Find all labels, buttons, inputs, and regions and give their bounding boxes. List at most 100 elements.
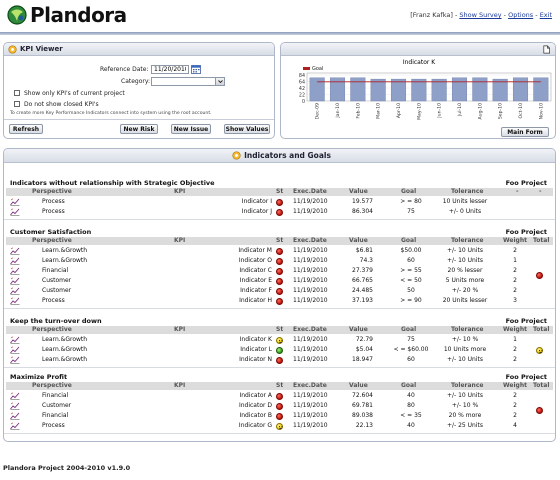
exit-link[interactable]: Exit	[539, 11, 552, 19]
row-value: 72.79	[355, 336, 373, 343]
category-select[interactable]	[151, 77, 225, 86]
trend-chart-icon[interactable]	[10, 297, 20, 305]
divider	[4, 119, 274, 120]
column-value: Value	[349, 382, 368, 389]
column-goal: Goal	[401, 188, 417, 195]
plandora-logo-icon	[7, 5, 27, 25]
row-value: 72.604	[352, 392, 373, 399]
trend-chart-icon[interactable]	[10, 392, 20, 400]
x-tick-label: Jan-10	[335, 103, 341, 119]
refresh-button[interactable]: Refresh	[9, 124, 43, 134]
show-values-button[interactable]: Show Values	[224, 124, 270, 134]
goals-header: Indicators and Goals	[4, 149, 555, 163]
column-kpi: KPI	[174, 188, 186, 195]
row-value: 22.13	[355, 422, 373, 429]
options-link[interactable]: Options	[508, 11, 534, 19]
chart-bar	[309, 77, 325, 102]
row-goal: > = 55	[400, 267, 422, 274]
table-row: Financial Indicator C 11/19/2010 27.379 > = …	[6, 266, 553, 276]
footer-text: Plandora Project 2004-2010 v1.9.0	[3, 464, 131, 472]
current-project-checkbox[interactable]	[14, 90, 20, 96]
column-weight: Weight	[503, 237, 527, 244]
table-row: Customer Indicator F 11/19/2010 24.485 50 +/-…	[6, 286, 553, 296]
column-tolerance: Tolerance	[451, 326, 484, 333]
trend-chart-icon[interactable]	[10, 208, 20, 216]
row-kpi: Indicator G	[238, 422, 272, 429]
trend-chart-icon[interactable]	[10, 267, 20, 275]
column-perspective: Perspective	[32, 326, 72, 333]
document-icon[interactable]	[542, 45, 551, 54]
trend-chart-icon[interactable]	[10, 287, 20, 295]
status-red-icon	[276, 392, 283, 400]
row-weight: 2	[513, 247, 517, 254]
section-title: Indicators without relationship with Str…	[10, 179, 215, 187]
table-row: Process Indicator G 11/19/2010 22.13 40 +/- 2…	[6, 421, 553, 431]
y-tick-label: 22	[299, 92, 305, 98]
row-exec-date: 11/19/2010	[293, 257, 328, 264]
show-survey-link[interactable]: Show Survey	[459, 11, 502, 19]
legend-label: Goal	[312, 66, 323, 72]
main-form-button[interactable]: Main Form	[501, 127, 549, 137]
row-kpi: Indicator D	[238, 402, 272, 409]
x-tick-label: Apr-10	[396, 103, 402, 118]
section-title: Customer Satisfaction	[10, 228, 92, 236]
hide-closed-checkbox[interactable]	[14, 101, 20, 107]
category-label: Category:	[121, 78, 150, 85]
trend-chart-icon[interactable]	[10, 277, 20, 285]
table-row: Customer Indicator D 11/19/2010 69.781 80 +/-…	[6, 401, 553, 411]
trend-chart-icon[interactable]	[10, 412, 20, 420]
row-kpi: Indicator A	[239, 392, 272, 399]
row-value: 66.765	[352, 277, 373, 284]
row-kpi: Indicator J	[241, 208, 272, 215]
trend-chart-icon[interactable]	[10, 356, 20, 364]
row-weight: 1	[513, 336, 517, 343]
chart-legend: Goal	[303, 66, 323, 72]
row-goal: < = 35	[400, 412, 422, 419]
row-kpi: Indicator L	[240, 346, 272, 353]
section-divider	[4, 367, 555, 368]
calendar-icon[interactable]	[191, 64, 201, 74]
row-perspective: Financial	[42, 267, 69, 274]
row-perspective: Learn.&Growth	[42, 336, 88, 343]
new-issue-button[interactable]: New Issue	[171, 124, 211, 134]
row-exec-date: 11/19/2010	[293, 402, 328, 409]
trend-chart-icon[interactable]	[10, 336, 20, 344]
trend-chart-icon[interactable]	[10, 247, 20, 255]
row-exec-date: 11/19/2010	[293, 297, 328, 304]
column-total: Total	[533, 237, 550, 244]
x-tick-label: Sep-10	[498, 103, 504, 119]
row-perspective: Financial	[42, 412, 69, 419]
table-header: Perspective KPI St Exec.Date Value Goal Tolera…	[6, 188, 553, 196]
trend-chart-icon[interactable]	[10, 257, 20, 265]
trend-chart-icon[interactable]	[10, 422, 20, 430]
reference-date-input[interactable]	[151, 65, 189, 74]
column-weight: Weight	[503, 382, 527, 389]
hide-closed-label: Do not show closed KPI's	[24, 101, 99, 108]
new-risk-button[interactable]: New Risk	[120, 124, 158, 134]
column-weight: Weight	[503, 326, 527, 333]
x-tick-label: Aug-10	[477, 103, 483, 120]
row-tolerance: +/- 10 %	[451, 402, 479, 409]
row-exec-date: 11/19/2010	[293, 336, 328, 343]
status-red-icon	[276, 257, 283, 265]
trend-chart-icon[interactable]	[10, 402, 20, 410]
column-exec-date: Exec.Date	[293, 188, 327, 195]
y-tick-label: 42	[299, 86, 305, 92]
row-weight: 2	[513, 402, 517, 409]
chevron-down-icon[interactable]	[215, 78, 224, 85]
chart-bar	[350, 77, 366, 102]
trend-chart-icon[interactable]	[10, 198, 20, 206]
row-exec-date: 11/19/2010	[293, 287, 328, 294]
chart-bar	[533, 77, 549, 102]
trend-chart-icon[interactable]	[10, 346, 20, 354]
chart-bar	[512, 77, 529, 102]
row-goal: 40	[407, 392, 415, 399]
kpi-viewer-panel: KPI Viewer Reference Date: Category: Sho…	[3, 42, 275, 139]
column-status: St	[276, 326, 284, 333]
row-tolerance: 20 % lesser	[447, 267, 483, 274]
row-value: 74.3	[359, 257, 373, 264]
x-tick-label: Nov-10	[538, 103, 544, 119]
row-tolerance: +/- 25 Units	[446, 422, 483, 429]
column-total: Total	[533, 382, 550, 389]
